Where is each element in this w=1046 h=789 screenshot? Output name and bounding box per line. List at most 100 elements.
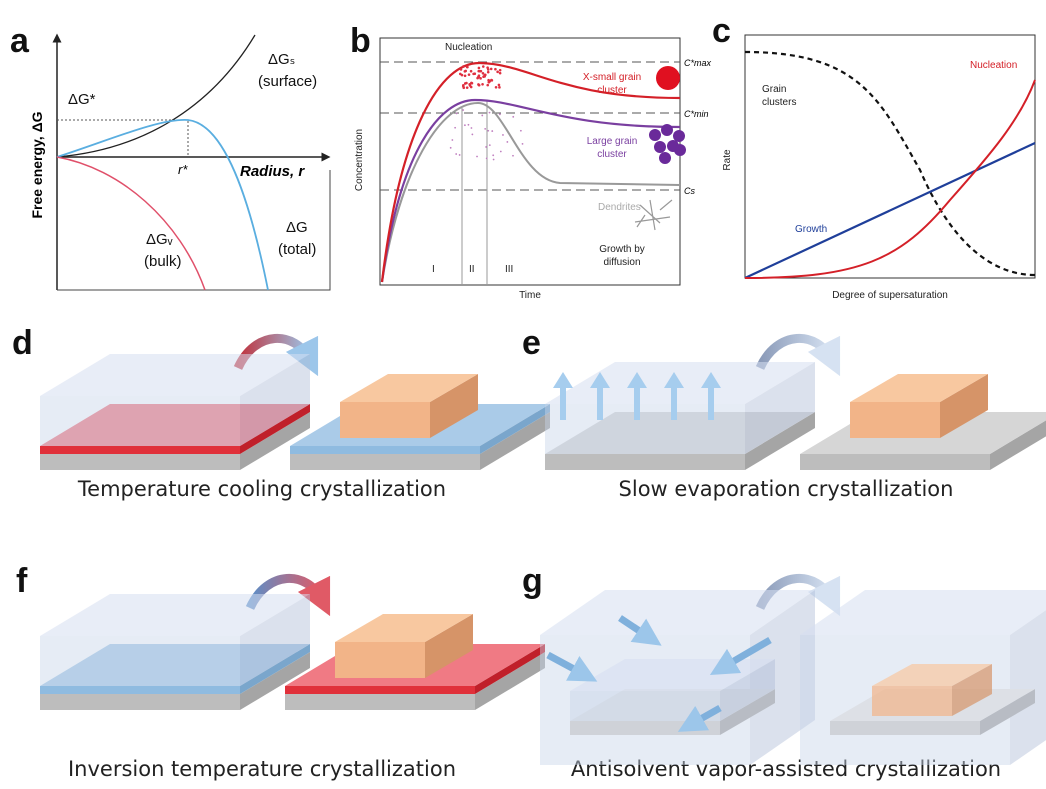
dot (482, 72, 485, 75)
xsmall-grain-icon (656, 66, 680, 90)
front-face (570, 691, 720, 721)
dot (489, 144, 491, 146)
x-axis-label: Time (519, 290, 541, 301)
schematics: d e f g Temperature cooling crystallizat… (12, 324, 1046, 781)
dot (491, 130, 493, 132)
dot (500, 151, 502, 153)
dot (468, 83, 471, 86)
dendrite-curve (382, 103, 680, 282)
front-face (335, 642, 425, 678)
dot (506, 141, 508, 143)
dot (484, 128, 486, 130)
stage-label: III (505, 264, 513, 275)
growth-curve (745, 143, 1035, 278)
large-label: Large grain (587, 136, 638, 147)
front-face (830, 721, 980, 735)
panel-label: e (522, 324, 541, 362)
dot (478, 74, 481, 77)
front-face (40, 686, 240, 694)
grain (654, 141, 666, 153)
bulk-label: (bulk) (144, 253, 182, 270)
large-label: cluster (597, 149, 627, 160)
dot (455, 153, 457, 155)
dot (462, 86, 465, 89)
dendrites-label: Dendrites (598, 202, 641, 213)
dot (502, 134, 504, 136)
dot (499, 69, 502, 72)
level-label: C*max (684, 58, 712, 68)
dot (512, 116, 514, 118)
grain (661, 124, 673, 136)
dot (470, 86, 473, 89)
dot (460, 68, 463, 71)
dot (462, 109, 464, 111)
front-face (545, 404, 745, 454)
y-axis-label: Concentration (354, 129, 365, 191)
dot (454, 127, 456, 129)
growth-label: Growth (795, 224, 827, 235)
growth-label: Growth by (599, 244, 645, 255)
stage-label: II (469, 264, 475, 275)
dot (485, 146, 487, 148)
panel-b: b Concentration Time Nucleation X-small … (350, 22, 712, 301)
growth-label: diffusion (603, 257, 640, 268)
dot (459, 154, 461, 156)
dot (471, 134, 473, 136)
clusters-label: Grain (762, 84, 786, 95)
dot (492, 154, 494, 156)
dot (478, 84, 481, 87)
caption: Temperature cooling crystallization (77, 477, 446, 501)
front-face (872, 686, 952, 716)
dot (476, 156, 478, 158)
dot (464, 74, 467, 77)
dot (493, 159, 495, 161)
body: {"panels": { "a": {"label": "a", "y_axis… (0, 0, 1046, 789)
dot (468, 124, 470, 126)
dot (466, 86, 469, 89)
x-axis-label: Degree of supersaturation (832, 290, 948, 301)
dot (451, 139, 453, 141)
panel-label: b (350, 22, 371, 60)
dot (486, 84, 489, 87)
surface-label: ΔGₛ (268, 51, 295, 68)
dot (459, 73, 462, 76)
dot (498, 84, 501, 87)
dot (471, 127, 473, 129)
nucleation-label: Nucleation (970, 60, 1017, 71)
clusters-label: clusters (762, 97, 796, 108)
front-face (40, 694, 240, 710)
surface-label: (surface) (258, 73, 317, 90)
grain (674, 144, 686, 156)
xsmall-label: X-small grain (583, 72, 641, 83)
total-label: ΔG (286, 219, 308, 236)
front-face (545, 454, 745, 470)
front-face (285, 694, 475, 710)
dot (468, 73, 471, 76)
front-face (40, 396, 240, 446)
stage-label: I (432, 264, 435, 275)
panel-label: f (16, 562, 28, 600)
dot (495, 86, 498, 89)
top-face (800, 590, 1046, 635)
dot (496, 71, 499, 74)
panel-c: c Rate Degree of supersaturation Grain c… (712, 12, 1035, 301)
dot (520, 130, 522, 132)
dot (499, 72, 502, 75)
panel-label: a (10, 22, 30, 60)
xsmall-label: cluster (597, 85, 627, 96)
plot-frame (745, 35, 1035, 278)
front-face (800, 454, 990, 470)
bulk-label: ΔGᵥ (146, 231, 173, 248)
dot (470, 70, 473, 73)
nucleation-label: Nucleation (445, 42, 492, 53)
dot (464, 70, 467, 73)
panel-label: d (12, 324, 33, 362)
dot (487, 130, 489, 132)
front-face (40, 636, 240, 686)
page: Crystallization figure html, body { marg… (0, 0, 1046, 789)
dot (486, 157, 488, 159)
dot (466, 66, 469, 69)
dot (512, 155, 514, 157)
y-axis-label: Rate (722, 149, 733, 171)
figure: a Free energy, ΔG Radius, r ΔG* r* ΔGₛ (… (0, 0, 1046, 789)
